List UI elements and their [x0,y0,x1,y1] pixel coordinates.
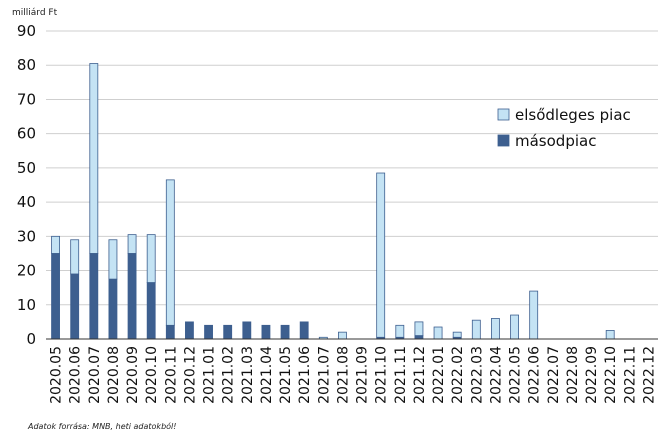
legend-label: másodpiac [515,132,596,150]
x-axis-ticks: 2020.05 2020.06 2020.07 2020.08 2020.09 2020.… [49,346,658,404]
x-tick-label: 2020.10 [144,346,160,404]
legend-label: elsődleges piac [515,106,631,124]
x-tick-label: 2021.10 [374,346,390,404]
bar-elsodleges-piac [376,172,386,338]
x-tick-label: 2022.05 [508,346,524,404]
bar-masodpiac [223,324,233,340]
bar-elsodleges-piac [529,290,539,340]
legend: elsődleges piac másodpiac [497,106,631,150]
bar-elsodleges-piac [471,319,481,340]
x-tick-label: 2022.08 [565,346,581,404]
bar-masodpiac [261,324,271,340]
legend-swatch [497,108,510,121]
y-tick-label: 90 [17,22,36,40]
x-tick-label: 2021.03 [240,346,256,404]
bar-masodpiac [185,321,194,340]
x-tick-label: 2021.11 [393,346,409,404]
x-tick-label: 2022.03 [469,346,485,404]
x-tick-label: 2022.01 [431,346,447,404]
bar-masodpiac [242,321,252,340]
x-tick-label: 2022.07 [546,346,562,404]
bar-masodpiac [165,324,175,340]
bars [51,63,615,340]
x-tick-label: 2021.12 [412,346,428,404]
x-tick-label: 2021.06 [297,346,313,404]
bar-masodpiac [146,282,156,340]
bar-masodpiac [204,324,213,340]
x-tick-label: 2022.06 [527,346,543,404]
x-tick-label: 2021.01 [202,346,218,404]
bar-masodpiac [280,324,290,340]
y-tick-label: 30 [17,227,36,245]
bar-elsodleges-piac [605,330,615,340]
x-tick-label: 2020.05 [49,346,65,404]
x-tick-label: 2021.05 [278,346,294,404]
bar-masodpiac [70,273,80,340]
x-tick-label: 2020.09 [125,346,141,404]
y-tick-label: 60 [17,125,36,143]
y-tick-label: 40 [17,193,36,211]
source-note: Adatok forrása: MNB, heti adatokból! [27,421,176,431]
y-tick-label: 0 [26,330,36,348]
x-tick-label: 2022.04 [488,346,504,404]
y-tick-label: 20 [17,262,36,280]
x-tick-label: 2022.09 [584,346,600,404]
bar-masodpiac [51,253,60,340]
x-tick-label: 2022.02 [450,346,466,404]
bar-masodpiac [89,253,99,340]
x-tick-label: 2021.04 [259,346,275,404]
bar-elsodleges-piac [452,331,462,338]
legend-swatch [497,134,510,147]
y-axis-ticks: 0 10 20 30 40 50 60 70 80 90 [17,22,36,348]
x-tick-label: 2020.11 [163,346,179,404]
bar-elsodleges-piac [395,324,405,338]
bar-elsodleges-piac [414,321,424,336]
x-tick-label: 2020.08 [106,346,122,404]
bar-masodpiac [414,335,424,340]
x-tick-label: 2020.06 [68,346,84,404]
y-tick-label: 70 [17,90,36,108]
x-tick-label: 2021.08 [335,346,351,404]
x-tick-label: 2022.12 [641,346,657,404]
bar-elsodleges-piac [433,326,443,340]
gridlines [46,30,658,306]
y-tick-label: 80 [17,56,36,74]
bar-elsodleges-piac [510,314,519,340]
bar-elsodleges-piac [127,234,137,254]
y-tick-label: 10 [17,296,36,314]
x-tick-label: 2021.02 [221,346,237,404]
bar-masodpiac [108,278,118,340]
bar-elsodleges-piac [491,318,500,340]
x-tick-label: 2022.10 [603,346,619,404]
bar-masodpiac [299,321,309,340]
bar-elsodleges-piac [165,179,175,326]
x-tick-label: 2020.07 [87,346,103,404]
bar-elsodleges-piac [108,239,118,280]
bar-masodpiac [127,253,137,340]
x-tick-label: 2021.07 [316,346,332,404]
unit-label: milliárd Ft [12,8,58,18]
x-tick-label: 2020.12 [182,346,198,404]
bar-elsodleges-piac [70,239,80,275]
bar-elsodleges-piac [338,331,347,340]
bar-elsodleges-piac [89,63,99,254]
x-tick-label: 2022.11 [622,346,638,404]
bar-elsodleges-piac [51,235,60,254]
y-tick-label: 50 [17,159,36,177]
x-tick-label: 2021.09 [355,346,371,404]
bar-elsodleges-piac [146,234,156,283]
